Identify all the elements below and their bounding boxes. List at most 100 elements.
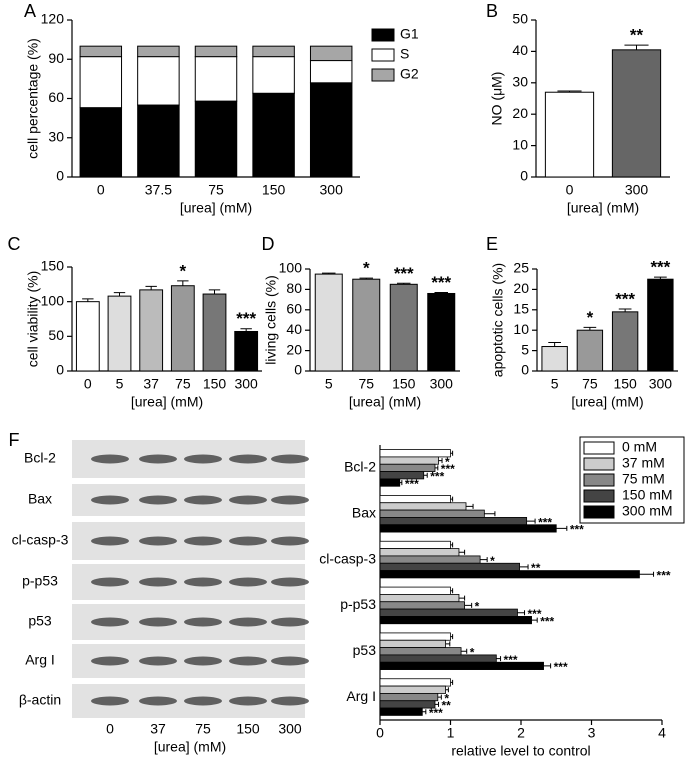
y-tick-label: 0: [521, 362, 529, 378]
legend-swatch: [583, 489, 615, 503]
y-axis-label: apoptotic cells (%): [490, 263, 506, 377]
blot-band: [139, 656, 177, 666]
legend-swatch: [583, 473, 615, 487]
bar: [379, 616, 532, 625]
bar: [389, 283, 418, 372]
bar: [379, 700, 436, 709]
legend-swatch: [371, 68, 395, 82]
y-axis-label: cell percentage (%): [25, 38, 41, 159]
blot-row-label: Bcl-2: [24, 450, 56, 466]
significance: ***: [394, 264, 414, 283]
bar: [379, 685, 446, 694]
significance: ***: [650, 258, 670, 277]
significance: *: [180, 261, 187, 280]
x-tick-label: 150: [203, 376, 227, 392]
y-tick-label: 150: [41, 258, 65, 274]
significance: **: [442, 699, 452, 713]
error-bar: [434, 465, 439, 471]
error-bar: [397, 282, 411, 285]
y-tick-label: 40: [512, 42, 528, 58]
y-tick-label: 10: [513, 321, 529, 337]
category-label: Bcl-2: [344, 459, 376, 475]
blot-band: [271, 577, 309, 587]
x-tick-label: 37: [143, 376, 159, 392]
bar: [75, 301, 100, 372]
x-tick-label: 5: [325, 376, 333, 392]
blot-row-label: cl-casp-3: [12, 532, 69, 548]
bar: [379, 654, 497, 663]
x-tick-label: 150: [262, 182, 286, 198]
significance: ***: [429, 706, 443, 720]
legend-label: 75 mM: [622, 471, 665, 487]
blot-band: [184, 536, 222, 546]
error-bar: [639, 571, 655, 577]
x-tick-label: 37.5: [145, 182, 172, 198]
x-axis-label: relative level to control: [451, 743, 590, 759]
x-tick-label: 0: [376, 725, 384, 741]
error-bar: [531, 617, 538, 623]
category-label: cl-casp-3: [319, 550, 376, 566]
y-tick-label: 0: [56, 362, 64, 378]
error-bar: [399, 480, 403, 486]
bar: [379, 678, 451, 687]
x-tick-label: 150: [613, 376, 637, 392]
panel-label: E: [486, 234, 498, 254]
blot-band: [271, 696, 309, 706]
error-bar: [461, 648, 468, 654]
significance: ***: [554, 660, 568, 674]
bar: [647, 278, 674, 372]
error-bar: [438, 458, 443, 464]
x-tick-label: 0: [84, 376, 92, 392]
y-tick-label: 40: [286, 321, 302, 337]
blot-band: [271, 536, 309, 546]
error-bar: [240, 328, 252, 332]
panel-label: B: [486, 1, 498, 21]
y-tick-label: 10: [512, 136, 528, 152]
y-tick-label: 100: [279, 260, 303, 276]
bar: [379, 495, 451, 504]
bar: [379, 524, 557, 533]
legend-label: 300 mM: [622, 503, 673, 519]
bar: [170, 285, 195, 372]
error-bar: [322, 272, 336, 275]
legend-label: 37 mM: [622, 455, 665, 471]
y-tick-label: 20: [512, 105, 528, 121]
y-tick-label: 90: [48, 50, 64, 66]
blot-band: [229, 696, 267, 706]
error-bar: [466, 503, 474, 509]
blot-row-label: Arg I: [25, 652, 55, 668]
x-tick-label: 5: [116, 376, 124, 392]
bar-segment: [309, 60, 353, 84]
significance: *: [363, 259, 370, 278]
error-bar: [557, 90, 582, 93]
y-tick-label: 20: [286, 341, 302, 357]
blot-band: [271, 656, 309, 666]
error-bar: [519, 564, 529, 570]
bar: [379, 647, 462, 656]
significance: **: [630, 26, 644, 45]
error-bar: [618, 308, 632, 312]
x-axis-label: [urea] (mM): [349, 394, 421, 410]
x-tick-label: 75: [358, 376, 374, 392]
bar: [379, 586, 451, 595]
bar: [139, 289, 164, 372]
blot-band: [184, 696, 222, 706]
bar: [234, 330, 259, 372]
blot-band: [184, 454, 222, 464]
y-tick-label: 0: [294, 362, 302, 378]
significance: *: [444, 691, 449, 705]
x-tick-label: 300: [649, 376, 673, 392]
error-bar: [484, 511, 496, 517]
error-bar: [583, 326, 597, 331]
blot-row-label: p53: [28, 613, 52, 629]
blot-band: [229, 577, 267, 587]
bar: [544, 91, 595, 178]
legend-label: 0 mM: [622, 439, 657, 455]
bar: [314, 273, 343, 372]
y-tick-label: 0: [56, 168, 64, 184]
x-axis-label: [urea] (mM): [131, 394, 203, 410]
y-tick-label: 20: [513, 280, 529, 296]
bar: [379, 707, 423, 716]
error-bar: [458, 549, 466, 555]
bar-segment: [79, 107, 123, 178]
